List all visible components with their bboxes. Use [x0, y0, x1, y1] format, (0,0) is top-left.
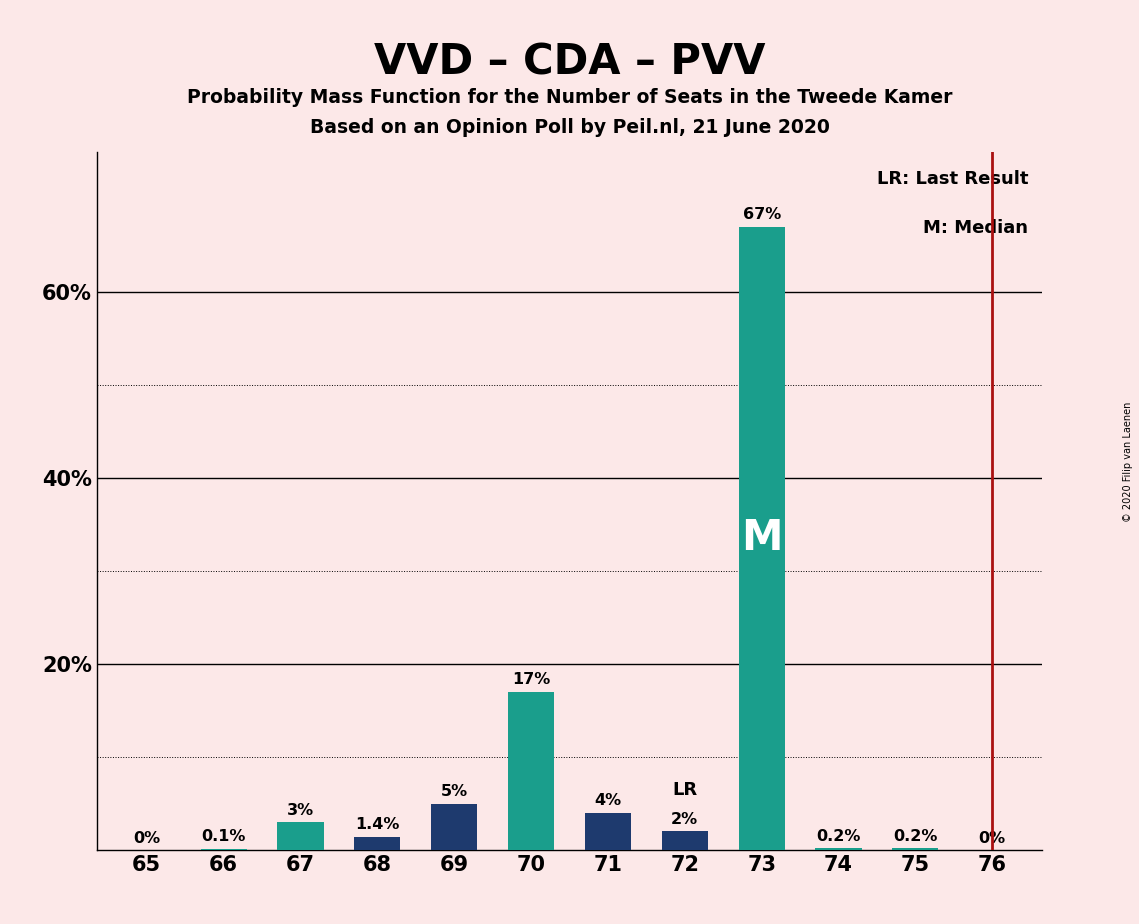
Text: 0%: 0% — [978, 832, 1006, 846]
Text: 0.1%: 0.1% — [202, 830, 246, 845]
Text: M: M — [740, 517, 782, 559]
Text: © 2020 Filip van Laenen: © 2020 Filip van Laenen — [1123, 402, 1133, 522]
Text: 2%: 2% — [671, 812, 698, 827]
Text: M: Median: M: Median — [923, 219, 1029, 237]
Text: Probability Mass Function for the Number of Seats in the Tweede Kamer: Probability Mass Function for the Number… — [187, 88, 952, 107]
Bar — [278, 822, 323, 850]
Text: VVD – CDA – PVV: VVD – CDA – PVV — [374, 42, 765, 83]
Bar — [816, 848, 861, 850]
Text: Based on an Opinion Poll by Peil.nl, 21 June 2020: Based on an Opinion Poll by Peil.nl, 21 … — [310, 118, 829, 138]
Text: 4%: 4% — [595, 793, 622, 808]
Text: 0.2%: 0.2% — [893, 829, 937, 844]
Bar — [662, 832, 707, 850]
Bar — [354, 837, 401, 850]
Text: 3%: 3% — [287, 803, 314, 818]
Text: 0.2%: 0.2% — [817, 829, 861, 844]
Bar — [584, 813, 631, 850]
Text: 0%: 0% — [133, 832, 161, 846]
Bar — [738, 227, 785, 850]
Text: 5%: 5% — [441, 784, 468, 799]
Text: 17%: 17% — [511, 673, 550, 687]
Bar — [432, 804, 477, 850]
Bar — [200, 849, 247, 850]
Text: LR: LR — [672, 781, 697, 799]
Text: LR: Last Result: LR: Last Result — [877, 170, 1029, 188]
Text: 1.4%: 1.4% — [355, 818, 400, 833]
Text: 67%: 67% — [743, 207, 780, 222]
Bar — [892, 848, 939, 850]
Bar — [508, 692, 555, 850]
